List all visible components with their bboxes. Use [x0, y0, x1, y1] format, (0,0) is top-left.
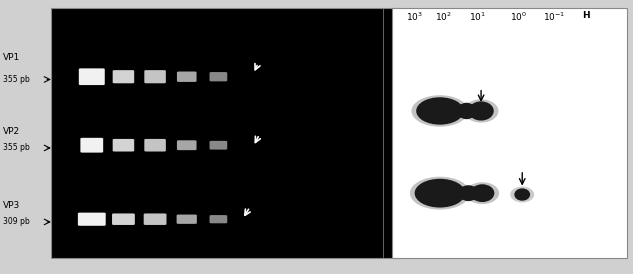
FancyBboxPatch shape: [210, 141, 227, 150]
Ellipse shape: [463, 99, 498, 123]
Text: $10^3$: $10^3$: [406, 11, 423, 23]
Text: H: H: [582, 11, 589, 20]
Ellipse shape: [411, 95, 468, 127]
FancyBboxPatch shape: [177, 72, 196, 82]
Text: 309 pb: 309 pb: [3, 218, 30, 226]
Bar: [392, 8, 627, 258]
Ellipse shape: [416, 97, 463, 125]
Ellipse shape: [410, 177, 470, 210]
Ellipse shape: [468, 101, 494, 121]
Text: $10^6$: $10^6$: [115, 11, 132, 23]
Ellipse shape: [470, 184, 494, 202]
Text: 355 pb: 355 pb: [3, 144, 30, 152]
Ellipse shape: [457, 103, 476, 119]
Ellipse shape: [466, 182, 499, 204]
Text: $10^7$: $10^7$: [84, 11, 100, 23]
FancyBboxPatch shape: [144, 70, 166, 83]
Text: $10^3$: $10^3$: [210, 11, 227, 23]
FancyBboxPatch shape: [177, 215, 197, 224]
Text: $10^{-1}$: $10^{-1}$: [542, 11, 565, 23]
FancyBboxPatch shape: [113, 70, 134, 83]
Ellipse shape: [415, 179, 465, 208]
FancyBboxPatch shape: [80, 138, 103, 153]
FancyBboxPatch shape: [177, 140, 196, 150]
FancyBboxPatch shape: [144, 213, 166, 225]
Text: $10^0$: $10^0$: [510, 11, 528, 23]
Ellipse shape: [510, 187, 534, 202]
Text: $10^1$: $10^1$: [470, 11, 486, 23]
Text: $10^{-1}$: $10^{-1}$: [327, 11, 350, 23]
FancyBboxPatch shape: [144, 139, 166, 152]
Text: $10^1$: $10^1$: [273, 11, 290, 23]
Text: $10^5$: $10^5$: [147, 11, 163, 23]
Text: VP2: VP2: [3, 127, 20, 136]
FancyBboxPatch shape: [113, 139, 134, 152]
FancyBboxPatch shape: [210, 215, 227, 223]
Text: VP3: VP3: [3, 201, 20, 210]
Ellipse shape: [514, 189, 530, 201]
Bar: [51, 8, 399, 258]
Text: $10^0$: $10^0$: [301, 11, 319, 23]
Text: 355 pb: 355 pb: [3, 75, 30, 84]
Ellipse shape: [458, 185, 479, 201]
Text: H: H: [360, 11, 368, 20]
Text: VP1: VP1: [3, 53, 20, 62]
FancyBboxPatch shape: [78, 213, 106, 226]
FancyBboxPatch shape: [112, 213, 135, 225]
FancyBboxPatch shape: [78, 68, 105, 85]
Text: $10^2$: $10^2$: [435, 11, 451, 23]
Text: $10^4$: $10^4$: [178, 11, 196, 23]
FancyBboxPatch shape: [210, 72, 227, 81]
Text: $10^2$: $10^2$: [245, 11, 261, 23]
